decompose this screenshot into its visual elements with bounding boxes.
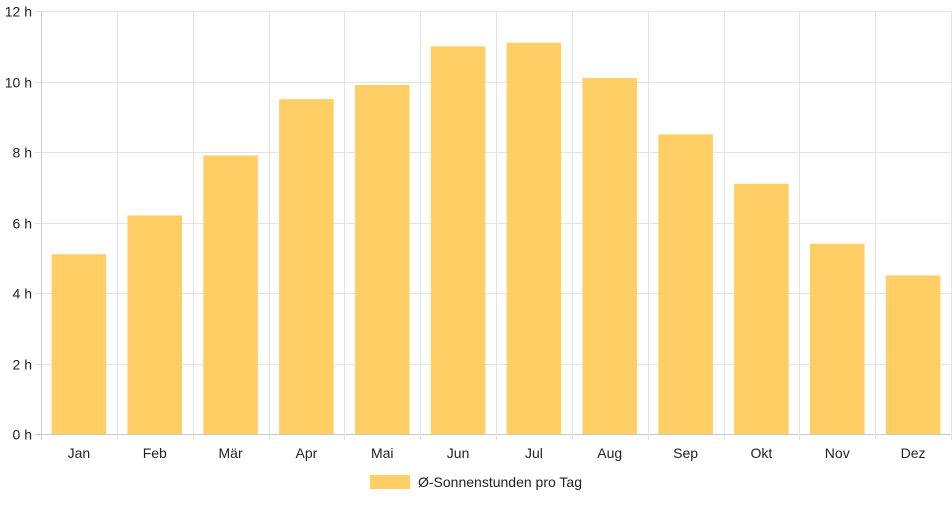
x-tick-label: Aug xyxy=(597,445,622,461)
x-tick-label: Jul xyxy=(525,445,543,461)
y-tick-label: 4 h xyxy=(13,286,32,302)
legend-swatch xyxy=(370,475,410,489)
y-tick-label: 12 h xyxy=(5,4,32,20)
y-tick-label: 8 h xyxy=(13,145,32,161)
x-tick-label: Nov xyxy=(825,445,850,461)
x-tick-label: Okt xyxy=(751,445,773,461)
x-tick-label: Sep xyxy=(673,445,698,461)
bar-okt[interactable] xyxy=(734,183,789,434)
x-tick-label: Feb xyxy=(143,445,167,461)
bar-nov[interactable] xyxy=(809,243,865,434)
grid-layer xyxy=(35,11,952,440)
legend[interactable]: Ø-Sonnenstunden pro Tag xyxy=(370,472,582,492)
bar-layer xyxy=(51,42,941,435)
y-tick-label: 6 h xyxy=(13,216,32,232)
bar-dez[interactable] xyxy=(885,275,941,434)
x-tick-label: Mär xyxy=(219,445,243,461)
bar-jun[interactable] xyxy=(430,46,486,434)
legend-label: Ø-Sonnenstunden pro Tag xyxy=(418,474,582,490)
bar-feb[interactable] xyxy=(127,215,183,434)
x-tick-label: Jun xyxy=(447,445,470,461)
x-tick-label: Mai xyxy=(371,445,394,461)
bar-jul[interactable] xyxy=(506,42,562,434)
bar-jan[interactable] xyxy=(51,254,107,434)
x-tick-label: Jan xyxy=(68,445,91,461)
bar-mai[interactable] xyxy=(354,85,410,435)
y-tick-label: 2 h xyxy=(13,357,32,373)
bar-apr[interactable] xyxy=(279,99,334,434)
axis-layer: 0 h 2 h 4 h 6 h 8 h 10 h 12 h Jan Feb Mär Apr Mai Ju… xyxy=(5,4,926,462)
bar-mär[interactable] xyxy=(203,155,258,434)
y-tick-label: 0 h xyxy=(13,427,32,443)
bar-aug[interactable] xyxy=(582,77,638,434)
bar-sep[interactable] xyxy=(658,134,713,434)
y-tick-label: 10 h xyxy=(5,75,32,91)
x-tick-label: Dez xyxy=(901,445,926,461)
x-tick-label: Apr xyxy=(296,445,318,461)
